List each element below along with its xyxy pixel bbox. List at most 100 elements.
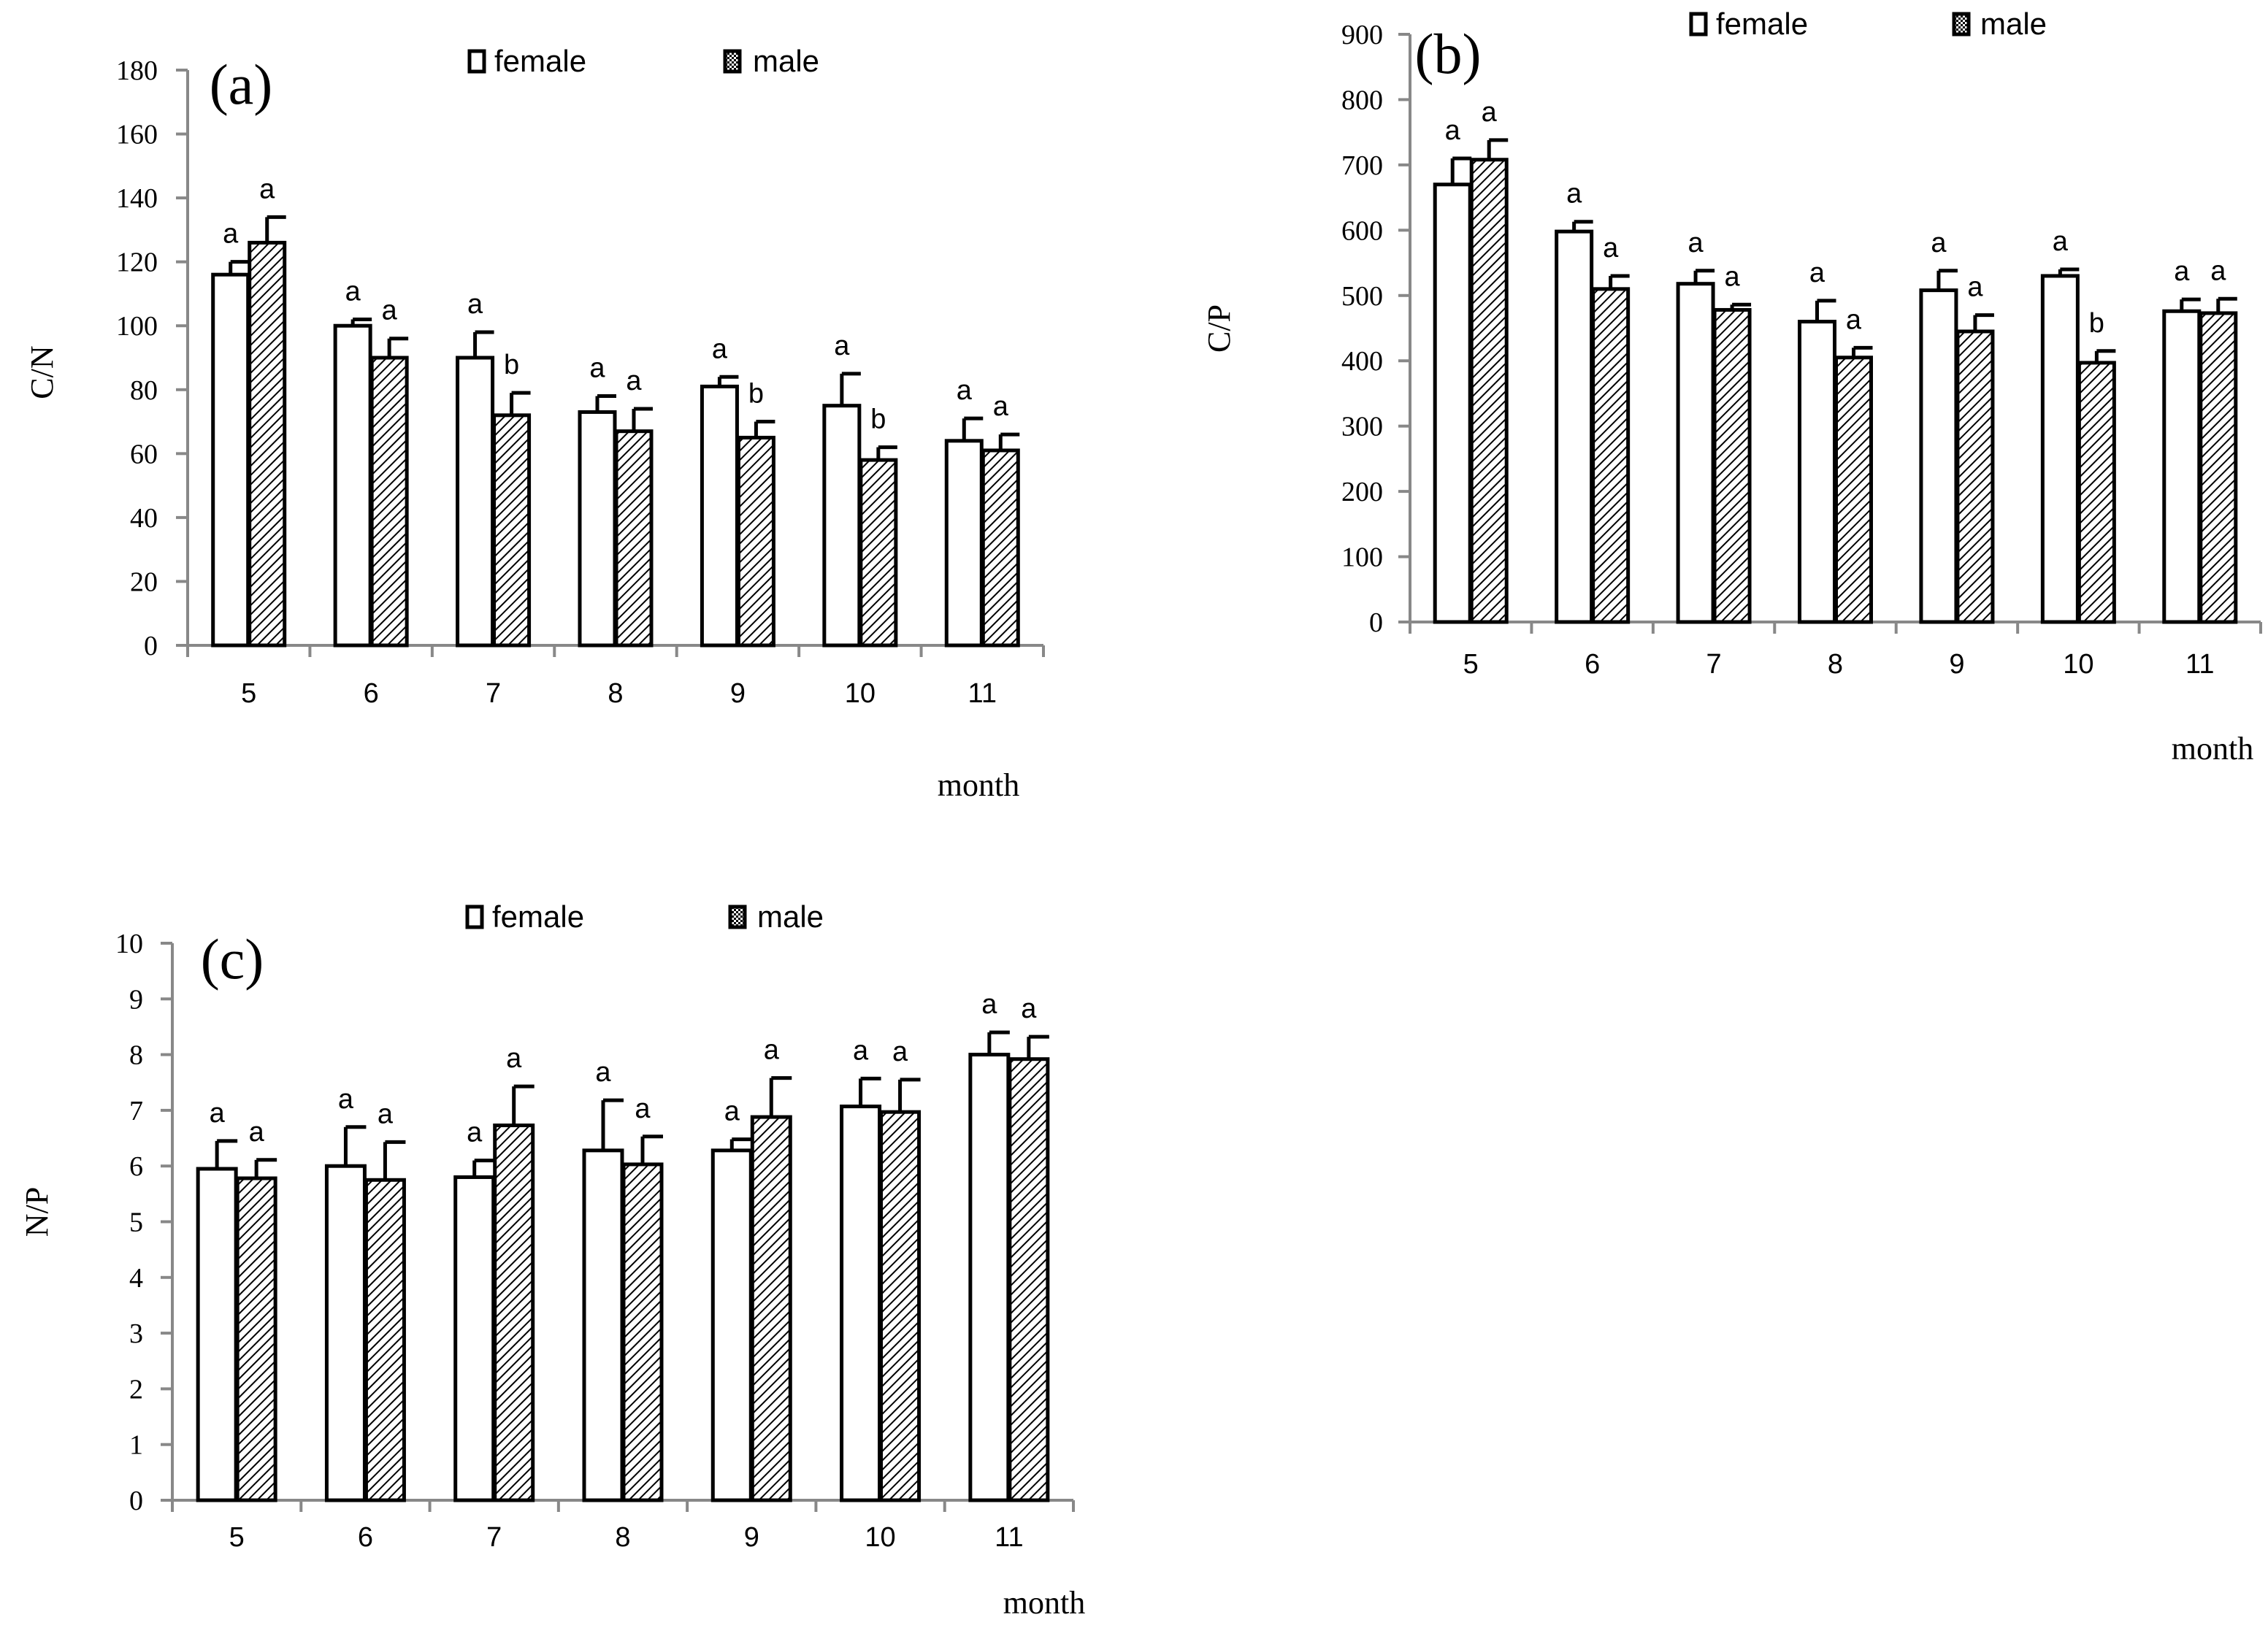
significance-label: a bbox=[338, 1084, 354, 1115]
bar-male-6 bbox=[369, 356, 409, 648]
significance-label: a bbox=[249, 1117, 265, 1148]
x-axis-label: month bbox=[938, 767, 1019, 803]
bar-female-8 bbox=[578, 410, 617, 648]
significance-label: a bbox=[382, 296, 398, 326]
bar-female-11 bbox=[944, 439, 984, 648]
legend-swatch-female bbox=[467, 49, 486, 74]
panel-label: (a) bbox=[210, 53, 273, 116]
legend-swatch-male bbox=[1952, 12, 1971, 37]
x-axis-label: month bbox=[1003, 1585, 1085, 1621]
significance-label: a bbox=[595, 1057, 611, 1088]
x-tick-label: 9 bbox=[744, 1522, 759, 1553]
y-tick-label: 300 bbox=[1341, 412, 1383, 442]
y-tick-label: 1 bbox=[129, 1430, 143, 1461]
significance-label: a bbox=[1809, 258, 1825, 288]
significance-label: a bbox=[2210, 256, 2226, 286]
bar-female-8 bbox=[1798, 320, 1836, 624]
significance-label: a bbox=[834, 331, 850, 361]
significance-label: b bbox=[748, 379, 764, 410]
bar-male-8 bbox=[614, 429, 654, 648]
bar-male-8 bbox=[621, 1162, 664, 1502]
x-tick-label: 8 bbox=[615, 1522, 630, 1553]
bar-male-11 bbox=[981, 448, 1020, 648]
bar-male-5 bbox=[1469, 158, 1509, 624]
y-tick-label: 600 bbox=[1341, 215, 1383, 246]
chart-panel-b: 01002003004005006007008009005aa6aa7aa8aa… bbox=[1201, 7, 2262, 767]
bar-female-6 bbox=[1555, 229, 1594, 624]
x-tick-label: 10 bbox=[2063, 649, 2093, 680]
y-axis-label: C/P bbox=[1201, 304, 1237, 353]
x-tick-label: 9 bbox=[730, 678, 746, 709]
bar-male-11 bbox=[1008, 1057, 1050, 1502]
y-tick-label: 100 bbox=[116, 311, 158, 342]
bar-male-9 bbox=[750, 1115, 792, 1502]
significance-label: a bbox=[1967, 272, 1983, 303]
y-tick-label: 700 bbox=[1341, 150, 1383, 181]
bar-male-5 bbox=[235, 1176, 277, 1502]
bar-female-9 bbox=[700, 384, 739, 648]
x-tick-label: 6 bbox=[358, 1522, 373, 1553]
significance-label: a bbox=[2053, 226, 2069, 257]
bar-male-10 bbox=[859, 458, 898, 648]
significance-label: b bbox=[870, 404, 886, 435]
legend-label-male: male bbox=[753, 44, 819, 78]
x-tick-label: 7 bbox=[486, 1522, 502, 1553]
y-tick-label: 400 bbox=[1341, 346, 1383, 377]
bar-female-5 bbox=[196, 1167, 238, 1502]
legend-swatch-female bbox=[465, 905, 484, 929]
bar-female-6 bbox=[333, 323, 372, 648]
y-tick-label: 8 bbox=[129, 1040, 143, 1071]
y-tick-label: 200 bbox=[1341, 477, 1383, 507]
significance-label: a bbox=[589, 353, 605, 384]
legend-swatch-male bbox=[728, 905, 747, 929]
x-tick-label: 5 bbox=[1463, 649, 1479, 680]
significance-label: a bbox=[1566, 179, 1582, 210]
x-tick-label: 6 bbox=[364, 678, 379, 709]
y-tick-label: 2 bbox=[129, 1374, 143, 1405]
y-tick-label: 10 bbox=[115, 929, 143, 959]
bar-female-7 bbox=[453, 1175, 496, 1502]
y-tick-label: 60 bbox=[130, 439, 158, 469]
x-tick-label: 8 bbox=[1828, 649, 1843, 680]
significance-label: a bbox=[635, 1094, 651, 1124]
y-tick-label: 120 bbox=[116, 247, 158, 278]
bar-male-10 bbox=[2077, 361, 2116, 624]
y-tick-label: 0 bbox=[129, 1486, 143, 1516]
significance-label: a bbox=[853, 1035, 869, 1066]
significance-label: a bbox=[467, 289, 483, 320]
bar-female-9 bbox=[710, 1148, 753, 1502]
x-tick-label: 10 bbox=[845, 678, 876, 709]
bar-male-11 bbox=[2199, 311, 2238, 624]
significance-label: a bbox=[1688, 228, 1704, 258]
x-tick-label: 11 bbox=[968, 678, 997, 709]
significance-label: a bbox=[1021, 994, 1037, 1024]
y-tick-label: 40 bbox=[130, 503, 158, 534]
bar-male-7 bbox=[1712, 307, 1752, 624]
bar-female-5 bbox=[211, 272, 250, 648]
significance-label: a bbox=[626, 366, 642, 396]
y-tick-label: 9 bbox=[129, 984, 143, 1015]
bar-female-10 bbox=[822, 404, 862, 648]
legend-label-female: female bbox=[1716, 7, 1808, 41]
significance-label: a bbox=[378, 1099, 394, 1129]
panel-label: (b) bbox=[1415, 22, 1482, 85]
significance-label: a bbox=[957, 375, 973, 406]
significance-label: a bbox=[1725, 261, 1741, 292]
x-axis-label: month bbox=[2172, 731, 2253, 767]
significance-label: a bbox=[993, 391, 1009, 422]
y-tick-label: 0 bbox=[1369, 607, 1383, 638]
significance-label: a bbox=[259, 174, 275, 204]
bar-female-9 bbox=[1919, 288, 1958, 624]
y-tick-label: 20 bbox=[130, 567, 158, 597]
panel-label: (c) bbox=[201, 927, 264, 991]
bar-male-6 bbox=[1591, 287, 1631, 624]
significance-label: a bbox=[467, 1118, 483, 1148]
y-tick-label: 800 bbox=[1341, 85, 1383, 115]
bar-female-11 bbox=[968, 1053, 1011, 1502]
y-tick-label: 80 bbox=[130, 375, 158, 406]
bar-female-10 bbox=[2040, 274, 2080, 624]
legend-label-female: female bbox=[494, 44, 586, 78]
legend-swatch-male bbox=[723, 49, 742, 74]
